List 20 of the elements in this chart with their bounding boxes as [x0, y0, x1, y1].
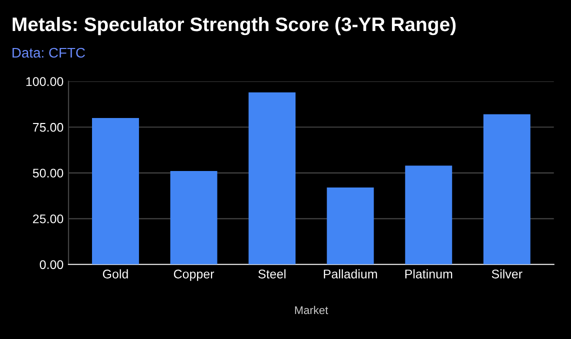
- x-tick-label: Platinum: [405, 269, 452, 278]
- x-tick-label: Gold: [102, 269, 128, 278]
- x-tick-label: Steel: [258, 269, 286, 278]
- x-axis-title: Market: [295, 306, 328, 314]
- x-tick-label: Copper: [174, 270, 214, 281]
- y-tick-label: 100.00: [26, 77, 64, 86]
- chart-subtitle: Data: CFTC: [12, 48, 85, 58]
- bar: [170, 171, 218, 264]
- y-tick-label: 75.00: [33, 122, 64, 132]
- chart-title: Metals: Speculator Strength Score (3-YR Range): [12, 16, 456, 36]
- bar: [326, 188, 374, 264]
- bar: [248, 92, 296, 264]
- bar: [92, 118, 139, 264]
- x-tick-label: Palladium: [324, 269, 377, 278]
- bar: [405, 166, 452, 264]
- y-tick-label: 25.00: [33, 214, 64, 224]
- x-tick-label: Silver: [492, 269, 522, 278]
- y-tick-label: 0.00: [40, 260, 64, 270]
- bar: [483, 114, 530, 264]
- y-tick-label: 50.00: [32, 168, 64, 178]
